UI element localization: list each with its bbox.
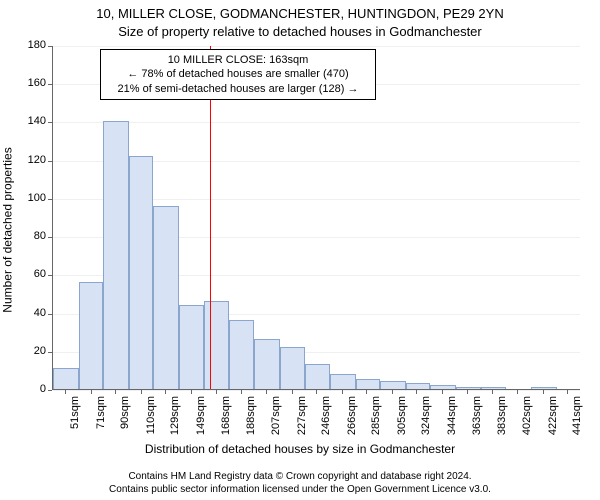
chart-title-line1: 10, MILLER CLOSE, GODMANCHESTER, HUNTING… <box>0 6 600 21</box>
histogram-bar <box>79 282 103 389</box>
x-tick-mark <box>141 390 142 394</box>
histogram-bar <box>456 387 480 389</box>
annotation-line: 21% of semi-detached houses are larger (… <box>107 82 369 96</box>
chart-title-line2: Size of property relative to detached ho… <box>0 24 600 39</box>
y-tick-label: 60 <box>18 268 46 280</box>
x-tick-mark <box>216 390 217 394</box>
histogram-bar <box>531 387 557 389</box>
histogram-bar <box>305 364 329 389</box>
histogram-bar <box>430 385 456 389</box>
y-tick-mark <box>48 46 52 47</box>
x-tick-mark <box>442 390 443 394</box>
histogram-bar <box>254 339 280 389</box>
y-tick-mark <box>48 314 52 315</box>
y-tick-mark <box>48 237 52 238</box>
annotation-box: 10 MILLER CLOSE: 163sqm← 78% of detached… <box>100 49 376 100</box>
y-axis-label: Number of detached properties <box>0 0 16 460</box>
x-tick-mark <box>65 390 66 394</box>
x-tick-mark <box>517 390 518 394</box>
y-tick-mark <box>48 161 52 162</box>
y-tick-mark <box>48 199 52 200</box>
x-axis-label: Distribution of detached houses by size … <box>0 442 600 456</box>
annotation-line: 10 MILLER CLOSE: 163sqm <box>107 53 369 67</box>
x-tick-label: 71sqm <box>95 396 107 436</box>
x-tick-label: 168sqm <box>220 396 232 436</box>
x-tick-label: 441sqm <box>571 396 583 436</box>
chart-footer: Contains HM Land Registry data © Crown c… <box>0 471 600 496</box>
x-tick-mark <box>366 390 367 394</box>
x-tick-mark <box>567 390 568 394</box>
x-tick-label: 422sqm <box>547 396 559 436</box>
gridline <box>53 46 580 47</box>
histogram-bar <box>481 387 507 389</box>
x-tick-label: 285sqm <box>370 396 382 436</box>
x-tick-label: 363sqm <box>471 396 483 436</box>
x-tick-label: 207sqm <box>270 396 282 436</box>
x-tick-mark <box>467 390 468 394</box>
histogram-bar <box>406 383 430 389</box>
x-tick-mark <box>392 390 393 394</box>
x-tick-mark <box>292 390 293 394</box>
y-tick-label: 160 <box>18 77 46 89</box>
histogram-bar <box>53 368 79 389</box>
histogram-bar <box>153 206 179 389</box>
x-tick-label: 188sqm <box>245 396 257 436</box>
x-tick-mark <box>316 390 317 394</box>
x-tick-mark <box>191 390 192 394</box>
x-tick-label: 90sqm <box>119 396 131 436</box>
x-tick-mark <box>266 390 267 394</box>
x-tick-label: 402sqm <box>521 396 533 436</box>
x-tick-mark <box>342 390 343 394</box>
y-tick-label: 180 <box>18 39 46 51</box>
x-tick-mark <box>165 390 166 394</box>
gridline <box>53 122 580 123</box>
x-tick-label: 383sqm <box>496 396 508 436</box>
y-tick-mark <box>48 122 52 123</box>
x-tick-mark <box>91 390 92 394</box>
y-tick-label: 20 <box>18 345 46 357</box>
x-tick-mark <box>115 390 116 394</box>
x-tick-mark <box>241 390 242 394</box>
y-tick-mark <box>48 352 52 353</box>
y-tick-label: 0 <box>18 383 46 395</box>
histogram-bar <box>103 121 129 389</box>
y-tick-label: 40 <box>18 307 46 319</box>
annotation-line: ← 78% of detached houses are smaller (47… <box>107 67 369 81</box>
x-tick-label: 305sqm <box>396 396 408 436</box>
y-tick-mark <box>48 390 52 391</box>
histogram-bar <box>356 379 380 389</box>
footer-line-2: Contains public sector information licen… <box>0 484 600 497</box>
x-tick-label: 149sqm <box>195 396 207 436</box>
y-tick-mark <box>48 275 52 276</box>
x-tick-mark <box>416 390 417 394</box>
y-tick-mark <box>48 84 52 85</box>
x-tick-label: 110sqm <box>145 396 157 436</box>
x-tick-label: 266sqm <box>346 396 358 436</box>
x-tick-label: 246sqm <box>320 396 332 436</box>
x-tick-mark <box>492 390 493 394</box>
y-tick-label: 80 <box>18 230 46 242</box>
histogram-bar <box>229 320 253 389</box>
y-tick-label: 120 <box>18 154 46 166</box>
y-tick-label: 140 <box>18 115 46 127</box>
x-tick-label: 129sqm <box>169 396 181 436</box>
x-tick-mark <box>543 390 544 394</box>
footer-line-1: Contains HM Land Registry data © Crown c… <box>0 471 600 484</box>
y-tick-label: 100 <box>18 192 46 204</box>
histogram-bar <box>204 301 230 389</box>
histogram-bar <box>380 381 406 389</box>
histogram-bar <box>179 305 203 389</box>
x-tick-label: 344sqm <box>446 396 458 436</box>
histogram-bar <box>129 156 153 389</box>
histogram-bar <box>280 347 306 389</box>
x-tick-label: 324sqm <box>420 396 432 436</box>
x-tick-label: 51sqm <box>69 396 81 436</box>
x-tick-label: 227sqm <box>296 396 308 436</box>
histogram-bar <box>330 374 356 389</box>
